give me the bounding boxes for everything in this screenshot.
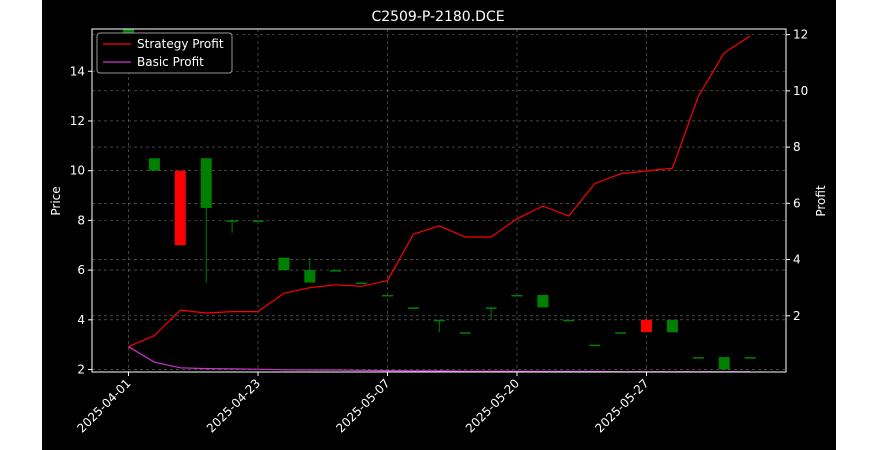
candle-body — [382, 294, 393, 297]
y-tick-label: 4 — [77, 313, 85, 327]
candle-body — [692, 357, 704, 359]
y-axis-ticks: 2 4 6 8 10 12 14 — [70, 64, 92, 377]
y-tick-label: 14 — [70, 64, 85, 78]
legend-label-basic: Basic Profit — [137, 55, 204, 69]
candle-body — [718, 357, 730, 370]
y2-axis-ticks: 2 4 6 8 10 12 — [786, 28, 808, 323]
legend: Strategy Profit Basic Profit — [96, 32, 233, 74]
legend-box — [96, 32, 233, 74]
y2-tick-label: 4 — [793, 253, 801, 267]
candle-body — [148, 158, 160, 171]
candle-body — [589, 344, 601, 347]
y2-tick-label: 6 — [793, 196, 801, 210]
candle-body — [407, 307, 419, 309]
candle-body — [563, 319, 575, 322]
candle-body — [226, 220, 238, 222]
y2-tick-label: 10 — [793, 84, 808, 98]
candle-body — [330, 270, 342, 272]
candle-body — [278, 257, 290, 271]
strategy-profit-line — [128, 35, 751, 348]
y-tick-label: 10 — [70, 164, 85, 178]
candle-body — [356, 282, 368, 285]
y-axis-label: Price — [49, 186, 63, 215]
y-tick-label: 12 — [70, 114, 85, 128]
y2-tick-label: 2 — [793, 309, 801, 323]
plot-frame — [91, 28, 787, 373]
candle-body — [615, 332, 627, 334]
candle-body — [485, 307, 497, 309]
candle-body — [252, 220, 264, 222]
candle-body — [511, 294, 523, 297]
y2-axis-label: Profit — [814, 185, 828, 217]
candle-body — [666, 319, 678, 333]
y2-tick-label: 12 — [793, 28, 808, 42]
y2-tick-label: 8 — [793, 140, 801, 154]
y-tick-label: 8 — [77, 213, 85, 227]
y-tick-label: 6 — [77, 263, 85, 277]
candle-body — [459, 332, 471, 334]
figure-background — [42, 0, 836, 450]
candle-body — [433, 319, 445, 322]
y-tick-label: 2 — [77, 363, 85, 377]
candle-body — [641, 319, 652, 333]
candle-body — [304, 270, 316, 283]
candle-body — [200, 158, 212, 208]
candle-body — [537, 294, 549, 308]
candle-body — [744, 357, 756, 359]
legend-label-strategy: Strategy Profit — [137, 37, 224, 51]
chart-title: C2509-P-2180.DCE — [371, 9, 504, 25]
candle-body — [174, 170, 186, 246]
